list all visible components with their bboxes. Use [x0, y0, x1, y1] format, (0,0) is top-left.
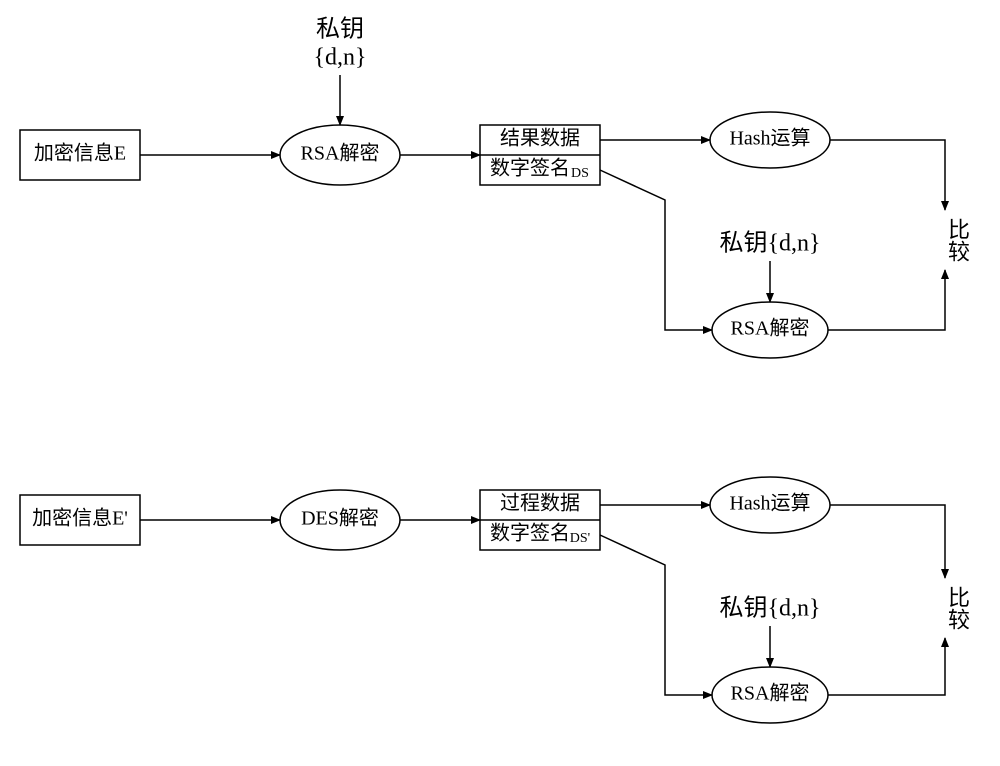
encE2-label: 加密信息E' — [32, 507, 128, 530]
edge — [830, 140, 945, 210]
hash1-label: Hash运算 — [729, 127, 810, 150]
edge — [828, 270, 945, 330]
rsaDec3-label: RSA解密 — [731, 682, 810, 705]
key1-label-0: 私钥 — [316, 16, 364, 43]
desDec-label: DES解密 — [301, 507, 379, 530]
flowchart-canvas: 私钥{d,n}加密信息ERSA解密结果数据数字签名DSHash运算私钥{d,n}… — [0, 0, 1000, 766]
edge — [828, 638, 945, 695]
edge — [830, 505, 945, 578]
hash2-label: Hash运算 — [729, 492, 810, 515]
resultBox-top-label: 结果数据 — [500, 127, 580, 150]
key2-label: 私钥{d,n} — [719, 230, 820, 257]
key3-label: 私钥{d,n} — [719, 595, 820, 622]
resultBox-bot-label: 数字签名 — [490, 157, 570, 180]
rsaDec2-label: RSA解密 — [731, 317, 810, 340]
procBox-bot-sub: DS' — [570, 531, 590, 546]
resultBox-bot-sub: DS — [571, 166, 589, 181]
procBox-top-label: 过程数据 — [500, 492, 580, 515]
edge — [600, 535, 712, 695]
procBox-bot-label: 数字签名 — [490, 522, 570, 545]
compare2-label: 比较 — [945, 586, 970, 630]
compare1-label: 比较 — [945, 218, 970, 262]
encE-label: 加密信息E — [34, 142, 126, 165]
rsaDec1-label: RSA解密 — [301, 142, 380, 165]
edge — [600, 170, 712, 330]
key1-label-1: {d,n} — [313, 45, 366, 71]
